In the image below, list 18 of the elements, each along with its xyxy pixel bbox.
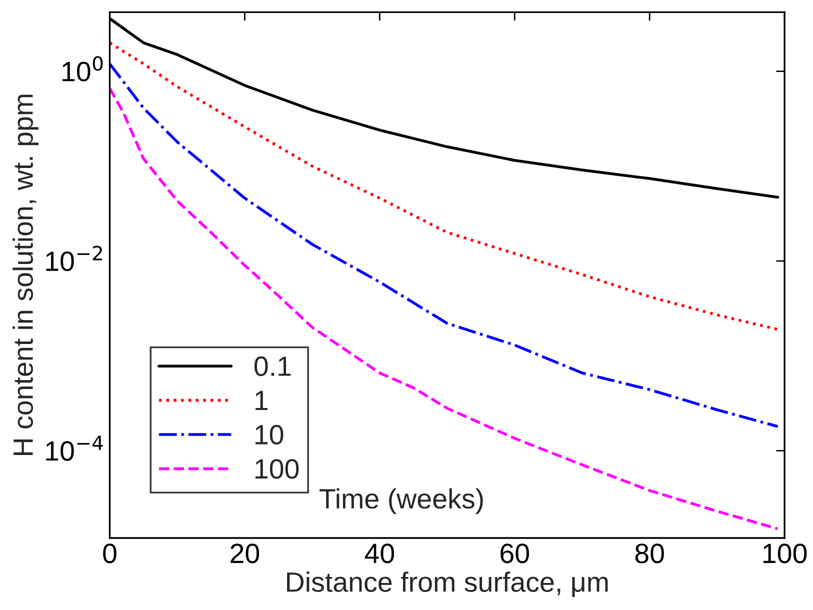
x-tick-label: 0: [103, 544, 116, 564]
legend-label: 10: [256, 424, 284, 445]
y-tick-label: 10$^{0}$: [62, 56, 103, 82]
line-series: [110, 87, 780, 530]
x-tick-label: 60: [500, 544, 529, 564]
legend-label: 100: [256, 459, 299, 479]
x-axis-title: Distance from surface, μm: [287, 572, 608, 598]
x-tick-label: 100: [763, 544, 807, 564]
x-tick-label: 40: [364, 544, 394, 564]
legend-label: 1: [256, 390, 268, 410]
x-tick-label: 20: [230, 544, 260, 564]
legend-label: 0.1: [254, 356, 291, 376]
annotation: Time (weeks): [320, 488, 483, 514]
line-series: [110, 41, 780, 331]
y-tick-label: 10$^{−2}$: [46, 246, 102, 272]
y-axis-title: H content in solution, wt. ppm: [12, 94, 39, 456]
y-tick-label: 10$^{−4}$: [46, 436, 103, 461]
x-tick-label: 80: [635, 544, 664, 564]
